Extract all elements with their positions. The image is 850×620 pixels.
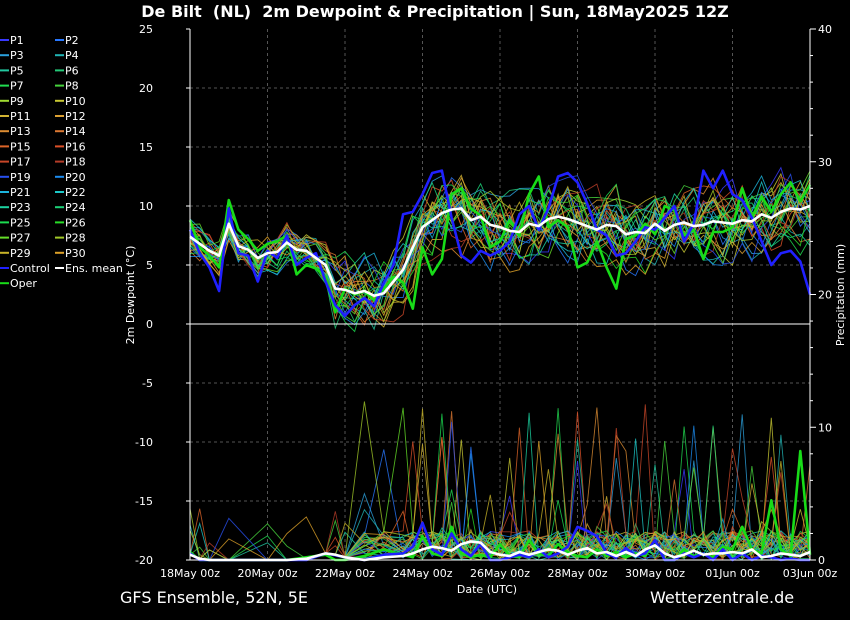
legend-label: P27: [10, 232, 31, 245]
x-tick-label: 24May 00z: [392, 567, 452, 580]
y-tick-label-left: -10: [135, 436, 153, 449]
y-tick-label-left: -15: [135, 495, 153, 508]
legend-label: P16: [65, 140, 86, 153]
y-tick-label-right: 20: [818, 289, 832, 302]
legend-label: P15: [10, 140, 31, 153]
legend-label: P3: [10, 49, 24, 62]
y-tick-label-right: 40: [818, 23, 832, 36]
legend-label: P6: [65, 64, 79, 77]
y-tick-label-left: -5: [142, 377, 153, 390]
member-dewpoint-line: [189, 184, 811, 292]
legend-label: P24: [65, 201, 86, 214]
control-dewpoint-line: [188, 169, 812, 318]
x-tick-label: 18May 00z: [160, 567, 220, 580]
x-axis-label: Date (UTC): [457, 583, 517, 596]
legend-label: P10: [65, 95, 86, 108]
legend-label: P2: [65, 34, 79, 47]
y-tick-label-right: 0: [818, 554, 825, 567]
ens-mean-precip-line: [189, 540, 811, 562]
member-dewpoint-line: [189, 188, 811, 317]
y-tick-label-right: 10: [818, 421, 832, 434]
axes: 18May 00z 20May 00z 22May 00z 24May 00z 26Ma…: [135, 23, 837, 580]
y-axis-label-left: 2m Dewpoint (°C): [124, 246, 137, 345]
legend-label: Control: [10, 262, 50, 275]
chart-title: De Bilt (NL) 2m Dewpoint & Precipitation…: [141, 2, 729, 21]
legend-label: P21: [10, 186, 31, 199]
legend-label: P7: [10, 80, 24, 93]
legend-label: P26: [65, 216, 86, 229]
legend-label: P5: [10, 64, 24, 77]
y-tick-label-left: 25: [139, 23, 153, 36]
x-tick-label: 20May 00z: [237, 567, 297, 580]
legend-label: P11: [10, 110, 31, 123]
legend-label: P8: [65, 80, 79, 93]
legend-label: P29: [10, 247, 31, 260]
legend-label: P28: [65, 232, 86, 245]
legend-label: P19: [10, 171, 31, 184]
legend-label: P22: [65, 186, 86, 199]
y-tick-label-left: 5: [146, 259, 153, 272]
member-dewpoint-line: [189, 181, 811, 323]
member-dewpoint-line: [189, 177, 811, 323]
legend-label: Ens. mean: [65, 262, 123, 275]
y-axis-label-right: Precipitation (mm): [834, 244, 847, 346]
legend-label: P14: [65, 125, 86, 138]
legend-label: P25: [10, 216, 31, 229]
legend-label: P9: [10, 95, 24, 108]
oper-precip-line: [189, 449, 812, 562]
legend-label: P23: [10, 201, 31, 214]
y-tick-label-right: 30: [818, 156, 832, 169]
legend-label: P18: [65, 156, 86, 169]
y-tick-label-left: 0: [146, 318, 153, 331]
y-tick-label-left: 15: [139, 141, 153, 154]
member-precip-line: [189, 408, 811, 561]
legend-label: P17: [10, 156, 31, 169]
y-tick-label-left: -20: [135, 554, 153, 567]
source-label: Wetterzentrale.de: [650, 588, 795, 607]
oper-dewpoint-line: [188, 175, 812, 314]
x-tick-label: 22May 00z: [315, 567, 375, 580]
y-tick-label-left: 20: [139, 82, 153, 95]
model-label: GFS Ensemble, 52N, 5E: [120, 588, 308, 607]
ens-mean-dewpoint-line: [189, 204, 811, 298]
x-tick-label: 30May 00z: [625, 567, 685, 580]
legend-label: Oper: [10, 277, 37, 290]
legend-label: P12: [65, 110, 86, 123]
legend-label: P30: [65, 247, 86, 260]
legend-label: P20: [65, 171, 86, 184]
legend: P1 P2 P3 P4 P5 P6 P7 P8 P9 P10 P11 P12 P13 P14 P15 P16 P…: [0, 34, 123, 290]
x-tick-label: 26May 00z: [470, 567, 530, 580]
x-tick-label: 28May 00z: [547, 567, 607, 580]
legend-label: P4: [65, 49, 79, 62]
x-tick-label: 03Jun 00z: [783, 567, 838, 580]
main-series: [188, 169, 812, 562]
y-tick-label-left: 10: [139, 200, 153, 213]
control-precip-line: [189, 521, 810, 562]
x-tick-label: 01Jun 00z: [705, 567, 760, 580]
legend-label: P13: [10, 125, 31, 138]
legend-label: P1: [10, 34, 24, 47]
